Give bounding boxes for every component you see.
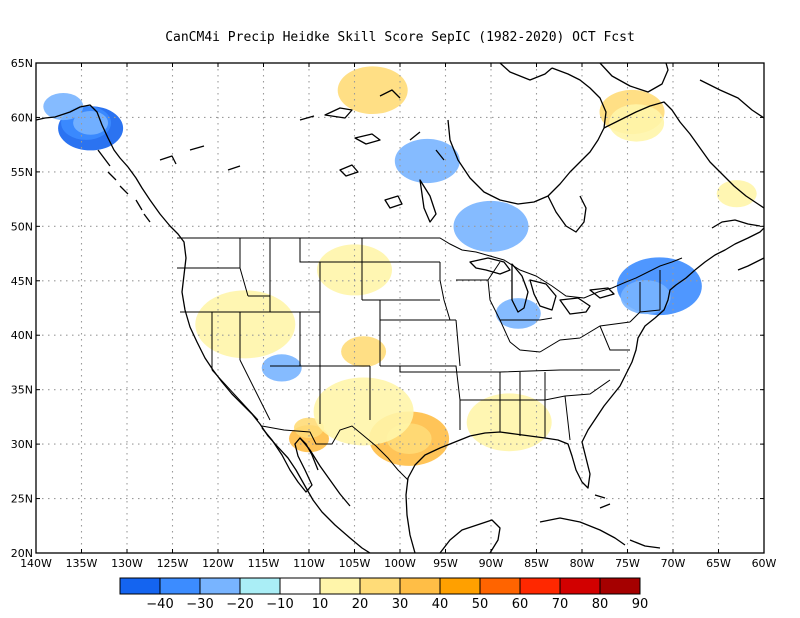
lat-tick-label: 65N <box>11 57 33 70</box>
coastlines <box>36 63 764 553</box>
colorbar-tick-label: −30 <box>186 597 213 612</box>
hudson-bay-coast <box>447 67 607 205</box>
alaska-panhandle-islands <box>97 149 151 223</box>
colorbar-swatch <box>599 577 641 595</box>
colorbar-swatch <box>359 577 401 595</box>
lon-tick-label: 90W <box>479 557 504 570</box>
lon-tick-label: 75W <box>615 557 640 570</box>
colorbar-swatch <box>199 577 241 595</box>
skill-region-15 <box>466 393 552 452</box>
newfoundland-coast <box>711 219 764 271</box>
lon-tick-label: 65W <box>706 557 731 570</box>
pacific-coastline <box>36 104 371 553</box>
us-mexico-border <box>261 425 409 481</box>
lat-tick-label: 55N <box>11 166 33 179</box>
arctic-islands <box>499 63 764 119</box>
lat-tick-label: 50N <box>11 220 33 233</box>
lon-tick-label: 140W <box>20 557 52 570</box>
colorbar-tick-label: 50 <box>472 597 489 612</box>
colorbar-swatch <box>479 577 521 595</box>
colorbar-swatch <box>239 577 281 595</box>
colorbar-tick-label: 70 <box>552 597 569 612</box>
lon-tick-label: 125W <box>157 557 189 570</box>
lon-tick-label: 130W <box>111 557 143 570</box>
political-borders <box>177 237 683 481</box>
colorbar-swatch <box>559 577 601 595</box>
atlantic-canada-coast <box>694 227 764 271</box>
colorbar-tick-label: 80 <box>592 597 609 612</box>
longitude-labels: 140W 135W 130W 125W 120W 115W 110W 105W 100W 95W 9… <box>20 557 776 570</box>
lat-tick-label: 35N <box>11 384 33 397</box>
lon-tick-label: 85W <box>524 557 549 570</box>
skill-region-22 <box>261 354 302 382</box>
colorbar-tick-label: −20 <box>226 597 253 612</box>
lon-tick-label: 95W <box>433 557 458 570</box>
yucatan-coastline <box>439 519 501 553</box>
great-lakes <box>469 257 615 315</box>
colorbar-labels: −40 −30 −20 −10 10 20 30 40 50 60 70 80 90 <box>146 597 648 612</box>
lat-tick-label: 25N <box>11 493 33 506</box>
lon-tick-label: 115W <box>248 557 280 570</box>
lon-tick-label: 100W <box>384 557 416 570</box>
colorbar-swatch <box>399 577 441 595</box>
skill-score-field <box>43 66 757 466</box>
axis-ticks <box>35 62 765 554</box>
gulf-of-california-coast <box>299 437 351 507</box>
skill-region-4 <box>620 280 671 315</box>
gulf-coastline <box>405 269 696 553</box>
skill-region-21 <box>495 298 541 329</box>
lat-tick-label: 20N <box>11 547 33 560</box>
caribbean-islands <box>594 494 661 549</box>
state-borders <box>177 238 661 441</box>
lon-tick-label: 60W <box>752 557 777 570</box>
colorbar-tick-label: 40 <box>432 597 449 612</box>
lat-tick-label: 45N <box>11 275 33 288</box>
skill-region-19 <box>43 92 84 121</box>
lon-tick-label: 120W <box>202 557 234 570</box>
colorbar-tick-label: 20 <box>352 597 369 612</box>
skill-region-11 <box>337 66 408 115</box>
graticule <box>36 63 764 553</box>
colorbar-tick-label: 90 <box>632 597 649 612</box>
us-canada-border <box>177 237 683 299</box>
skill-region-17 <box>317 244 392 296</box>
colorbar-swatch <box>439 577 481 595</box>
skill-region-10 <box>609 104 665 142</box>
colorbar-tick-label: 10 <box>312 597 329 612</box>
chart-title: CanCM4i Precip Heidke Skill Score SepIC … <box>165 30 635 45</box>
james-bay-coast <box>547 195 587 233</box>
colorbar-tick-label: −40 <box>146 597 173 612</box>
colorbar-swatch <box>119 577 161 595</box>
lon-tick-label: 80W <box>570 557 595 570</box>
lat-tick-label: 60N <box>11 111 33 124</box>
skill-region-12 <box>341 336 387 367</box>
colorbar-swatch <box>319 577 361 595</box>
skill-region-16 <box>716 180 757 208</box>
skill-region-14 <box>195 290 296 359</box>
colorbar <box>119 577 641 595</box>
lon-tick-label: 105W <box>339 557 371 570</box>
colorbar-swatch <box>519 577 561 595</box>
labrador-coast <box>603 101 764 209</box>
lat-tick-label: 40N <box>11 329 33 342</box>
lat-tick-label: 30N <box>11 438 33 451</box>
canadian-lakes <box>159 89 445 223</box>
lon-tick-label: 135W <box>66 557 98 570</box>
colorbar-tick-label: 60 <box>512 597 529 612</box>
latitude-labels: 20N 25N 30N 35N 40N 45N 50N 55N 60N 65N <box>11 57 33 560</box>
skill-region-18 <box>394 138 460 184</box>
skill-region-13 <box>313 377 414 446</box>
colorbar-swatch <box>279 577 321 595</box>
colorbar-swatch <box>159 577 201 595</box>
lon-tick-label: 110W <box>293 557 325 570</box>
cuba-coastline <box>539 517 626 546</box>
lon-tick-label: 70W <box>661 557 686 570</box>
colorbar-tick-label: −10 <box>266 597 293 612</box>
colorbar-tick-label: 30 <box>392 597 409 612</box>
